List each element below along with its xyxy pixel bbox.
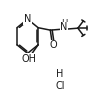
Text: H: H — [56, 69, 64, 79]
Text: N: N — [60, 22, 68, 32]
Text: O: O — [49, 40, 57, 50]
Text: OH: OH — [21, 54, 36, 64]
Text: Cl: Cl — [55, 81, 65, 91]
Text: N: N — [24, 14, 31, 24]
Text: H: H — [61, 19, 67, 28]
